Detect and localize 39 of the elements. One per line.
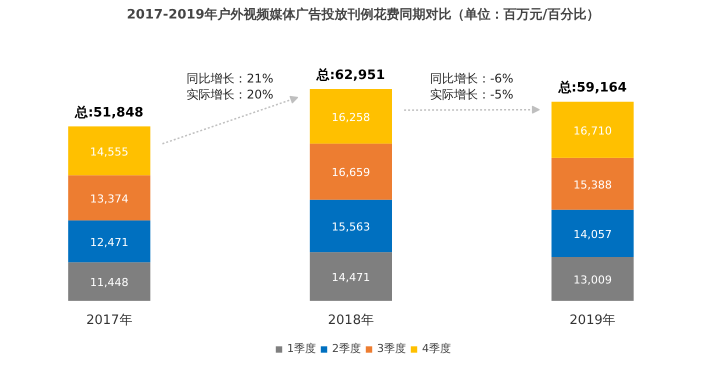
bar xyxy=(310,88,392,144)
bar xyxy=(552,102,634,158)
bar xyxy=(552,158,634,210)
x-tick-label: 2018年 xyxy=(328,312,374,328)
legend-label: 1季度 xyxy=(287,341,316,356)
data-label: 16,710 xyxy=(573,124,612,138)
data-label: 16,659 xyxy=(332,166,370,180)
total-label: 总:51,848 xyxy=(74,104,144,120)
x-tick-label: 2017年 xyxy=(86,312,132,328)
data-label: 12,471 xyxy=(90,236,129,249)
legend-label: 4季度 xyxy=(422,341,451,356)
data-label: 14,471 xyxy=(332,270,370,284)
data-label: 13,374 xyxy=(90,192,129,206)
data-label: 11,448 xyxy=(90,276,129,290)
bar xyxy=(552,257,634,301)
chart-title: 2017-2019年户外视频媒体广告投放刊例花费同期对比（单位：百万元/百分比） xyxy=(126,6,600,22)
text: 同比增长：-6% xyxy=(430,71,514,86)
annotation: 实际增长：-5% xyxy=(430,87,514,102)
data-label: 15,388 xyxy=(573,178,612,192)
data-label: 16,258 xyxy=(332,110,370,124)
x-tick-label: 2019年 xyxy=(570,312,616,328)
text: 同比增长：21% xyxy=(186,71,274,86)
bar xyxy=(68,126,150,176)
bar xyxy=(310,144,392,200)
annotation: 实际增长：20% xyxy=(186,87,274,102)
bar xyxy=(310,200,392,252)
legend-label: 2季度 xyxy=(332,341,361,356)
bar xyxy=(552,210,634,258)
bar xyxy=(68,175,150,220)
bar xyxy=(68,220,150,262)
data-label: 14,555 xyxy=(90,145,129,158)
data-label: 15,563 xyxy=(332,220,370,234)
bar xyxy=(68,262,150,301)
bar xyxy=(310,252,392,301)
data-label: 13,009 xyxy=(573,273,612,286)
data-label: 14,057 xyxy=(573,228,612,241)
total-label: 总:62,951 xyxy=(316,66,386,83)
legend-label: 3季度 xyxy=(377,341,406,356)
total-label: 总:59,164 xyxy=(557,80,627,96)
